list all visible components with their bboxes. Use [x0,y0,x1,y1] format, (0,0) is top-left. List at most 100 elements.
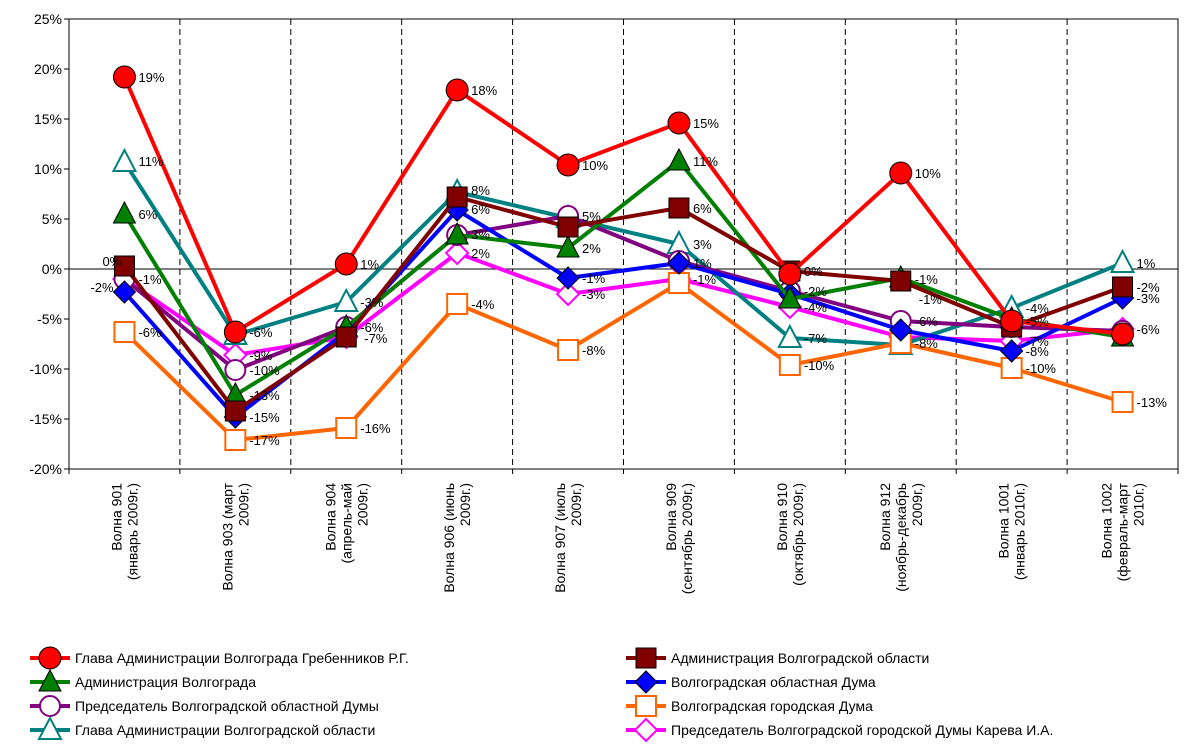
legend-item: Глава Администрации Волгоградской област… [30,715,375,740]
x-category-label: 2009г.) [235,483,251,526]
data-label: 2% [582,241,601,256]
data-point-marker [667,147,691,171]
data-label: -2% [804,284,828,299]
data-point-marker [112,280,137,304]
legend-label: Глава Администрации Волгограда Гребенник… [75,650,409,666]
data-point-marker [113,255,135,277]
data-point-marker [224,359,247,381]
data-label: 5% [582,209,601,224]
data-label: -13% [1137,395,1168,410]
x-category-label: Волна 909 [663,483,679,551]
x-category-label: Волна 903 (март [219,482,235,590]
data-label: -9% [249,348,273,363]
data-point-marker [445,78,469,102]
data-label: -3% [360,295,384,310]
data-point-marker [999,339,1024,363]
x-category-label: (февраль-март [1115,482,1131,581]
data-label: 19% [138,70,164,85]
series-group [113,272,1134,451]
y-tick-label: -10% [29,361,62,377]
data-label: -13% [249,388,280,403]
data-point-marker [557,216,579,238]
x-category-label: Волна 906 (июнь [441,483,457,593]
data-point-marker [1109,248,1136,273]
x-category-label: 2009г.) [909,483,925,526]
data-point-marker [445,221,469,245]
legend-label: Председатель Волгоградской областной Дум… [75,698,379,714]
x-category-label: 2009г.) [457,483,473,526]
legend-item: Волгоградская областная Дума [626,670,876,694]
data-label: 15% [693,116,719,131]
data-point-marker [333,287,359,312]
data-label: -3% [582,287,606,302]
data-point-marker [112,200,137,224]
data-label: 6% [138,207,157,222]
data-label: 3% [471,227,490,242]
x-category-label: Волна 1002 [1099,483,1115,559]
data-point-marker [889,318,913,342]
x-category-label: Волна 907 (июль [552,483,568,593]
data-point-marker [224,429,247,451]
x-category-label: 2009г.) [354,483,370,526]
data-label: 1% [1137,256,1156,271]
x-category-label: (апрель-май [338,483,354,564]
data-label: -1% [693,272,717,287]
data-label: -6% [360,320,384,335]
series-line [122,159,1123,397]
data-label: -10% [1026,361,1057,376]
legend-label: Глава Администрации Волгоградской област… [75,722,375,738]
data-label: 3% [693,237,712,252]
data-label: 1% [693,256,712,271]
x-category-label: 2010г.) [1131,483,1147,526]
data-label: 10% [915,166,941,181]
data-label: -1% [138,272,162,287]
legend-marker [633,717,659,743]
legend-marker [635,695,657,717]
data-label: 11% [693,154,718,169]
data-label: 6% [693,201,712,216]
data-point-marker [224,400,246,422]
legend-marker [38,646,62,670]
legend-marker [634,670,658,694]
series-line [123,214,1123,372]
data-label: 2% [471,246,490,261]
x-category-label: 2009г.) [568,483,584,526]
data-label: -16% [360,421,391,436]
data-label: 1% [360,257,379,272]
legend-label: Волгоградская городская Дума [671,698,873,714]
legend-item: Администрация Волгоградской области [626,647,929,669]
data-label: 18% [471,83,497,98]
legend-label: Волгоградская областная Дума [671,674,876,690]
data-label: -2% [1137,280,1161,295]
legend-item: Глава Администрации Волгограда Гребенник… [30,646,409,670]
x-category-label: Волна 901 [108,483,124,551]
data-point-marker [555,281,581,307]
legend-item: Председатель Волгоградской областной Дум… [30,695,379,717]
data-label: -2% [90,280,114,295]
data-point-marker [113,321,136,343]
data-point-marker [667,251,691,275]
data-label: -3% [1137,291,1161,306]
data-label: -6% [1137,322,1161,337]
legend-marker [635,647,657,669]
data-label: -17% [249,433,280,448]
y-tick-label: 20% [34,61,62,77]
series-line [123,281,1124,442]
data-point-marker [1111,322,1135,346]
x-category-label: Волна 912 [877,483,893,551]
data-point-marker [1111,391,1134,413]
data-label: 8% [471,183,490,198]
data-label: -1% [582,271,606,286]
data-point-marker [667,272,690,294]
legend-label: Председатель Волгоградской городской Дум… [671,722,1053,738]
x-category-label: (январь 2009г.) [124,483,140,580]
legend-item: Волгоградская городская Дума [626,695,873,717]
data-point-marker [556,234,580,258]
data-point-marker [335,326,357,348]
y-tick-label: 25% [34,11,62,27]
legend-marker [39,695,61,717]
data-point-marker [335,417,358,439]
data-label: -1% [915,272,939,287]
data-point-marker [112,65,136,89]
